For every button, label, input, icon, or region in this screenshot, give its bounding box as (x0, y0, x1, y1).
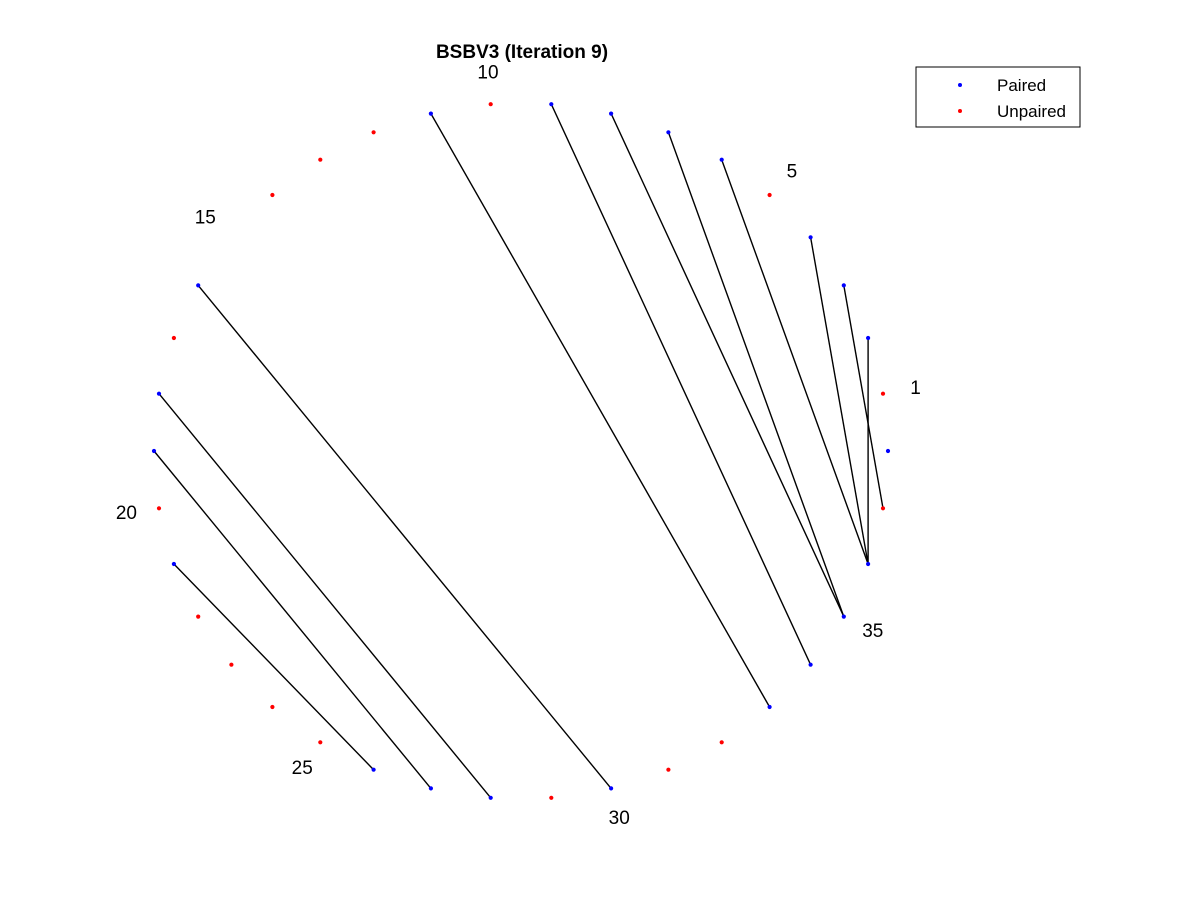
position-label: 20 (116, 503, 137, 524)
paired-point (609, 111, 614, 116)
paired-point (171, 561, 176, 567)
position-label: 15 (195, 208, 216, 229)
pair-line (610, 113, 845, 617)
unpaired-point (318, 157, 323, 162)
paired-point (371, 767, 376, 772)
paired-point (866, 561, 871, 567)
pair-line (843, 285, 884, 509)
pair-line (153, 450, 432, 789)
paired-point (428, 111, 433, 116)
unpaired-point (270, 192, 275, 198)
paired-point (488, 795, 493, 800)
pair-line (430, 113, 771, 708)
paired-point (808, 235, 813, 240)
pair-line (158, 393, 492, 799)
pair-line (809, 237, 869, 565)
legend: Paired Unpaired (915, 66, 1081, 128)
pair-line (550, 103, 812, 665)
unpaired-point (767, 192, 772, 198)
paired-point (609, 786, 614, 791)
legend-unpaired-marker (958, 109, 962, 113)
position-label: 1 (910, 378, 921, 399)
unpaired-point (318, 740, 323, 745)
paired-point (885, 448, 891, 454)
paired-point (767, 704, 772, 710)
paired-point (808, 662, 813, 667)
position-label: 10 (477, 63, 498, 84)
unpaired-point (156, 506, 162, 511)
paired-point (156, 391, 162, 396)
pair-line (667, 132, 845, 617)
unpaired-point (880, 391, 886, 396)
paired-point (428, 786, 433, 791)
unpaired-point (229, 662, 234, 667)
paired-point (196, 283, 201, 288)
pair-line (173, 563, 375, 771)
position-label: 25 (292, 758, 313, 779)
legend-unpaired-label: Unpaired (997, 102, 1066, 121)
points (151, 102, 891, 800)
position-label: 5 (787, 161, 798, 182)
pair-lines (153, 103, 884, 799)
paired-point (151, 448, 157, 454)
paired-point (719, 157, 724, 162)
paired-point (841, 283, 846, 288)
paired-point (841, 614, 846, 619)
unpaired-point (196, 614, 201, 619)
chart-title: BSBV3 (Iteration 9) (436, 42, 608, 63)
paired-point (549, 102, 554, 107)
legend-box (915, 66, 1081, 128)
unpaired-point (488, 102, 493, 107)
unpaired-point (371, 130, 376, 135)
position-label: 35 (862, 621, 883, 642)
paired-point (666, 130, 671, 135)
pair-line (197, 284, 612, 789)
pair-line (721, 159, 869, 565)
unpaired-point (270, 704, 275, 710)
legend-paired-label: Paired (997, 76, 1046, 95)
legend-paired-marker (958, 83, 962, 87)
paired-point (866, 335, 871, 341)
unpaired-point (719, 740, 724, 745)
position-label: 30 (609, 808, 630, 829)
unpaired-point (880, 506, 886, 511)
unpaired-point (549, 795, 554, 800)
unpaired-point (666, 767, 671, 772)
unpaired-point (171, 335, 176, 341)
